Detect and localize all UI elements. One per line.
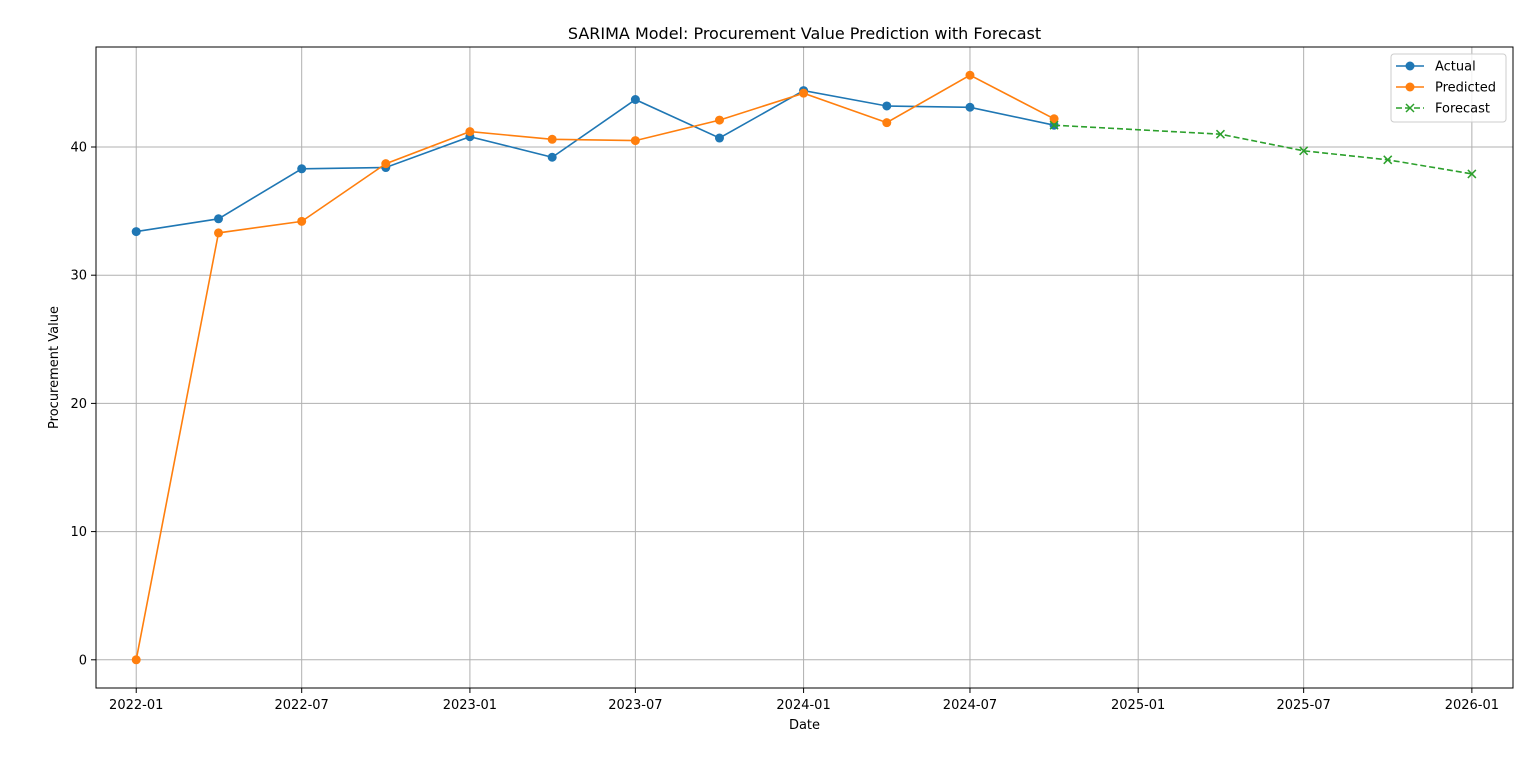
x-tick-label: 2024-01	[776, 698, 830, 713]
x-axis-ticks: 2022-01 2022-07 2023-01 2023-07 2024-01 2024-…	[109, 688, 1499, 713]
data-point-actual	[131, 227, 141, 237]
series-line-predicted	[135, 74, 1055, 660]
plot-area	[95, 46, 1514, 689]
y-tick-label: 0	[79, 653, 87, 668]
legend-label-predicted: Predicted	[1435, 81, 1496, 96]
grid-lines	[96, 47, 1513, 688]
data-point-actual	[882, 101, 892, 111]
legend-swatch-marker	[1405, 103, 1415, 113]
data-point-predicted	[799, 88, 809, 98]
legend-item-actual: Actual	[1396, 60, 1476, 75]
x-tick-label: 2023-07	[608, 698, 662, 713]
data-point-predicted	[882, 118, 892, 128]
series-layer	[131, 70, 1477, 665]
y-tick-label: 10	[70, 525, 87, 540]
legend-box	[1390, 53, 1507, 123]
chart-title: SARIMA Model: Procurement Value Predicti…	[568, 24, 1041, 43]
legend-label-forecast: Forecast	[1435, 102, 1490, 117]
x-tick-label: 2022-07	[275, 698, 329, 713]
data-point-predicted	[297, 216, 307, 226]
series-predicted	[131, 70, 1059, 665]
data-point-actual	[965, 102, 975, 112]
data-point-actual	[714, 133, 724, 143]
x-tick-label: 2023-01	[443, 698, 497, 713]
y-tick-label: 20	[70, 397, 87, 412]
y-axis-ticks: 0 10 20 30 40	[70, 140, 96, 668]
data-point-actual	[630, 95, 640, 105]
data-point-actual	[297, 164, 307, 174]
x-tick-label: 2024-07	[943, 698, 997, 713]
series-forecast	[1049, 120, 1477, 179]
legend-label-actual: Actual	[1435, 60, 1476, 75]
legend-swatch-marker	[1405, 82, 1415, 92]
data-point-actual	[547, 152, 557, 162]
y-tick-label: 30	[70, 269, 87, 284]
x-tick-label: 2026-01	[1445, 698, 1499, 713]
data-point-predicted	[214, 228, 224, 238]
plot-background	[96, 47, 1513, 688]
series-line-forecast	[1054, 124, 1473, 175]
x-tick-label: 2022-01	[109, 698, 163, 713]
data-point-forecast	[1467, 169, 1477, 179]
data-point-predicted	[965, 70, 975, 80]
plot-frame	[95, 46, 1514, 689]
legend-item-predicted: Predicted	[1396, 81, 1496, 96]
y-axis-label: Procurement Value	[47, 306, 62, 429]
data-point-predicted	[630, 136, 640, 146]
legend: Actual Predicted Forecast	[1390, 53, 1507, 123]
data-point-predicted	[1049, 114, 1059, 124]
data-point-actual	[214, 214, 224, 224]
legend-item-forecast: Forecast	[1396, 102, 1490, 117]
data-point-predicted	[465, 127, 475, 137]
x-tick-label: 2025-01	[1111, 698, 1165, 713]
x-tick-label: 2025-07	[1276, 698, 1330, 713]
data-point-forecast	[1215, 129, 1225, 139]
data-point-forecast	[1049, 120, 1059, 130]
legend-swatch-marker	[1405, 61, 1415, 71]
data-point-predicted	[381, 159, 391, 169]
data-point-forecast	[1383, 155, 1393, 165]
series-line-actual	[136, 89, 1055, 233]
data-point-forecast	[1299, 146, 1309, 156]
y-tick-label: 40	[70, 140, 87, 155]
data-point-predicted	[714, 115, 724, 125]
data-point-predicted	[131, 655, 141, 665]
data-point-predicted	[547, 134, 557, 144]
x-axis-label: Date	[789, 718, 820, 733]
